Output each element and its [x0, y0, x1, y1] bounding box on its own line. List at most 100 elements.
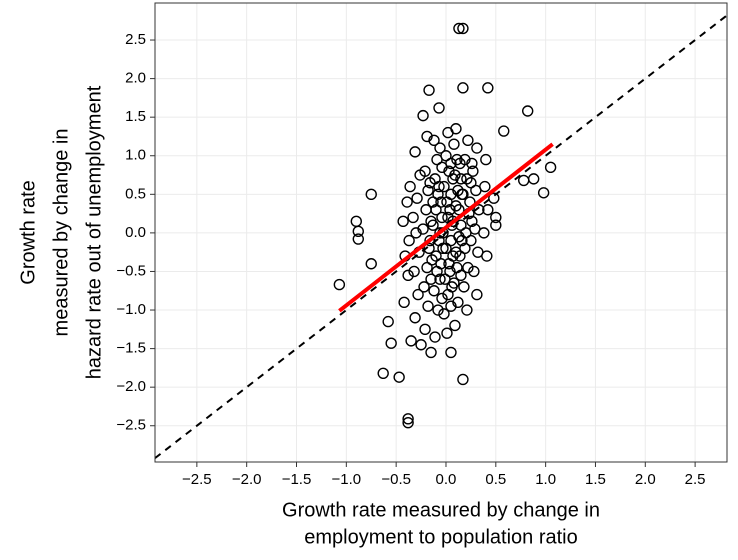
x-tick-label: −1.0 [332, 471, 362, 488]
point [471, 288, 483, 301]
point [407, 211, 419, 224]
x-tick-label: 2.0 [635, 471, 656, 488]
point [482, 82, 494, 94]
point [436, 211, 448, 224]
point [468, 265, 480, 278]
point [408, 265, 420, 278]
point [537, 187, 550, 199]
point [423, 84, 435, 96]
point [434, 227, 446, 239]
point [462, 261, 474, 274]
points [333, 22, 557, 429]
point [404, 180, 416, 193]
y-axis-label: measured by change in [50, 129, 72, 337]
point [449, 319, 461, 332]
point [445, 346, 457, 359]
point [428, 285, 440, 297]
point [432, 304, 444, 316]
point [456, 234, 468, 247]
point [418, 281, 430, 293]
y-axis-label: Growth rate [17, 180, 39, 284]
point [473, 204, 485, 216]
point [498, 125, 510, 137]
point [457, 373, 469, 386]
point [425, 346, 437, 359]
x-tick-label: −1.5 [282, 471, 312, 488]
point [444, 265, 456, 278]
point [365, 258, 377, 270]
point [352, 225, 364, 238]
point [423, 242, 435, 255]
x-tick-label: 1.5 [585, 471, 606, 488]
point [454, 250, 466, 262]
point [428, 134, 440, 147]
point [441, 327, 453, 339]
x-tick-label: 2.5 [685, 471, 706, 488]
x-axis-label: Growth rate measured by change in [282, 499, 600, 521]
point [455, 173, 467, 185]
point [448, 138, 460, 150]
point [447, 173, 459, 185]
point [450, 123, 462, 135]
point [398, 296, 410, 309]
x-tick-label: 1.0 [535, 471, 556, 488]
point [480, 153, 492, 166]
point [462, 134, 474, 147]
point [333, 278, 346, 291]
point [393, 371, 405, 383]
point [436, 292, 448, 305]
y-tick-label: 1.0 [125, 147, 146, 164]
point [435, 196, 447, 208]
y-tick-label: −2.0 [116, 378, 146, 395]
point [461, 173, 473, 185]
y-tick-label: 2.5 [125, 31, 146, 48]
point [422, 184, 434, 197]
fit-line [338, 142, 554, 313]
point [434, 142, 446, 154]
point [402, 413, 414, 425]
point [409, 146, 421, 158]
point [411, 192, 423, 204]
point [454, 157, 466, 170]
point [461, 304, 473, 316]
point [419, 323, 431, 336]
point [445, 157, 457, 170]
point [377, 367, 389, 379]
reference-line [155, 14, 727, 459]
point [352, 233, 364, 245]
point [419, 165, 431, 177]
x-tick-label: 0.5 [485, 471, 506, 488]
point [424, 234, 436, 247]
x-tick-label: 0.0 [436, 471, 457, 488]
point [422, 300, 434, 312]
point [365, 188, 377, 201]
point [455, 219, 467, 231]
point [456, 188, 468, 201]
point [455, 269, 467, 282]
point [544, 161, 557, 174]
y-tick-label: −2.5 [116, 417, 146, 434]
point [397, 215, 409, 228]
point [412, 288, 424, 301]
point [457, 82, 469, 94]
point [382, 315, 394, 328]
point [445, 188, 457, 201]
point [444, 204, 456, 216]
point [453, 22, 465, 35]
x-tick-label: −0.5 [381, 471, 411, 488]
point [478, 227, 490, 239]
y-axis-label: hazard rate out of unemployment [83, 85, 105, 379]
point [402, 269, 414, 282]
point [438, 308, 450, 320]
point [417, 223, 429, 235]
point [466, 215, 478, 228]
point [488, 192, 500, 204]
x-tick-label: −2.0 [232, 471, 262, 488]
point [482, 204, 494, 216]
point [471, 142, 483, 154]
point [429, 331, 441, 343]
point [437, 242, 449, 255]
point [466, 157, 478, 170]
point [405, 335, 417, 347]
